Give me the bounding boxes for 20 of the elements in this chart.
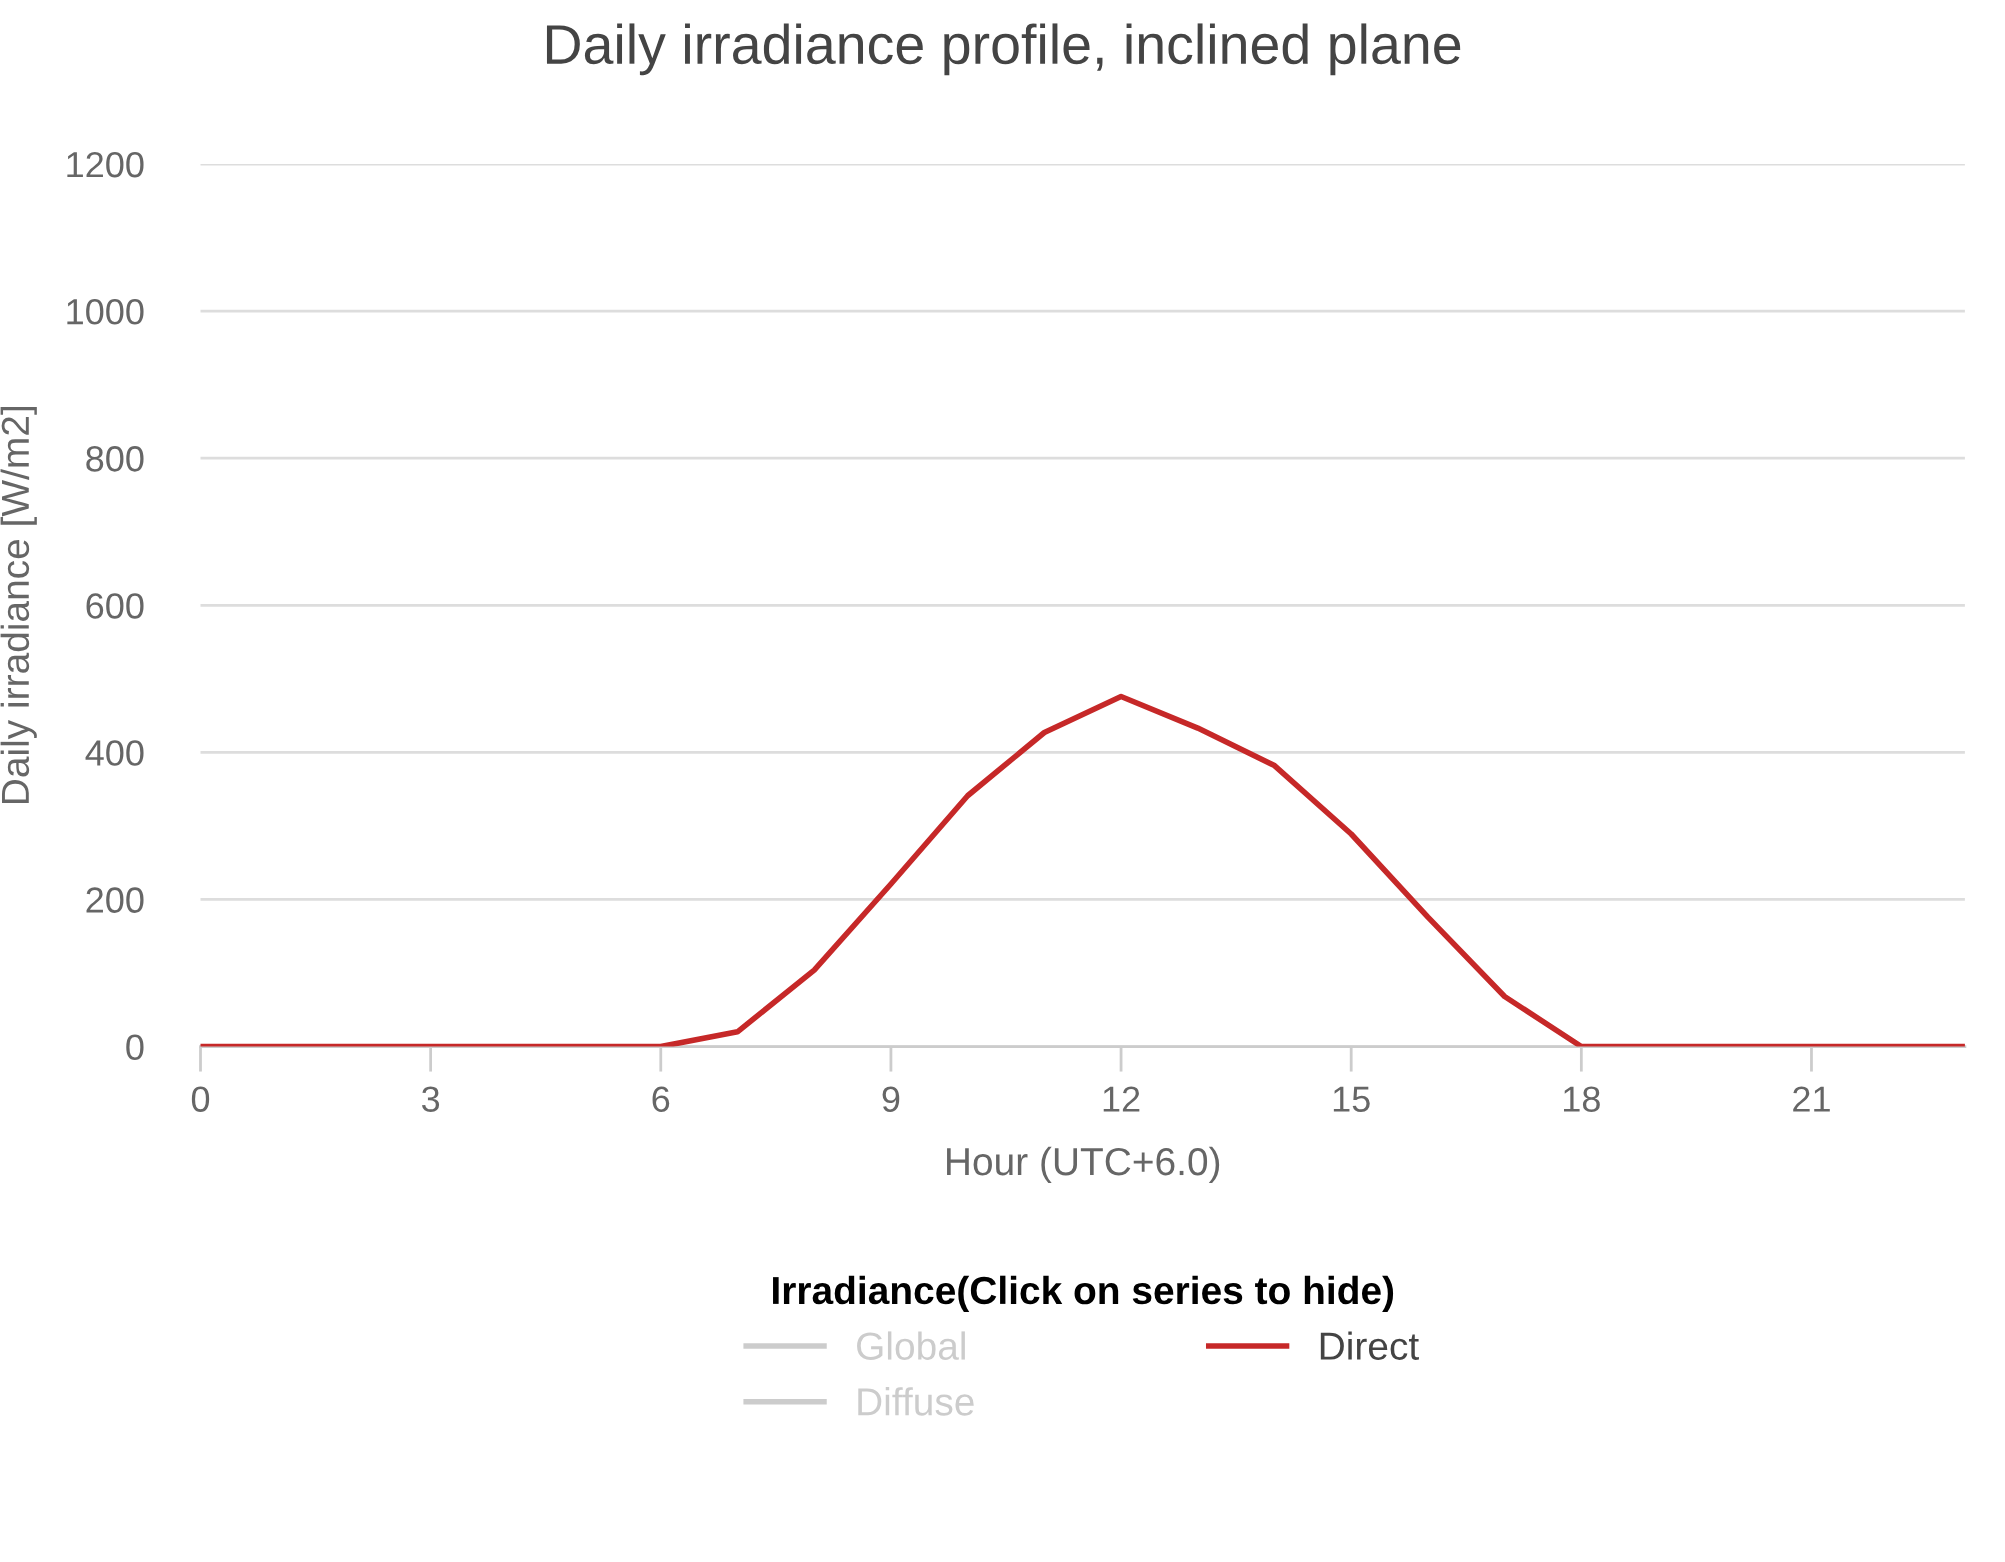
y-tick-label: 200	[86, 887, 144, 913]
x-tick-label: 21	[1793, 1086, 1830, 1112]
y-tick-label: 1200	[67, 151, 144, 178]
y-tick-label: 400	[85, 740, 144, 766]
x-tick-label: 0	[191, 1086, 210, 1112]
x-tick-label: 12	[1103, 1086, 1140, 1112]
y-tick-label: 600	[86, 593, 144, 619]
x-tick-label: 15	[1333, 1086, 1370, 1112]
y-tick-label: 0	[126, 1034, 144, 1060]
y-tick-label: 800	[86, 446, 144, 472]
x-tick-label: 3	[421, 1086, 440, 1112]
x-axis-title: Hour (UTC+6.0)	[947, 1146, 1220, 1184]
x-tick-label: 9	[882, 1086, 900, 1112]
y-axis-title: Daily irradiance [W/m2]	[0, 407, 37, 804]
legend-label: Direct	[1320, 1331, 1419, 1360]
y-tick-label: 1000	[67, 298, 144, 325]
x-tick-label: 6	[652, 1086, 670, 1112]
legend-title: Irradiance(Click on series to hide)	[773, 1275, 1394, 1312]
chart-title: Daily irradiance profile, inclined plane	[546, 23, 1461, 76]
x-tick-label: 18	[1564, 1086, 1600, 1112]
